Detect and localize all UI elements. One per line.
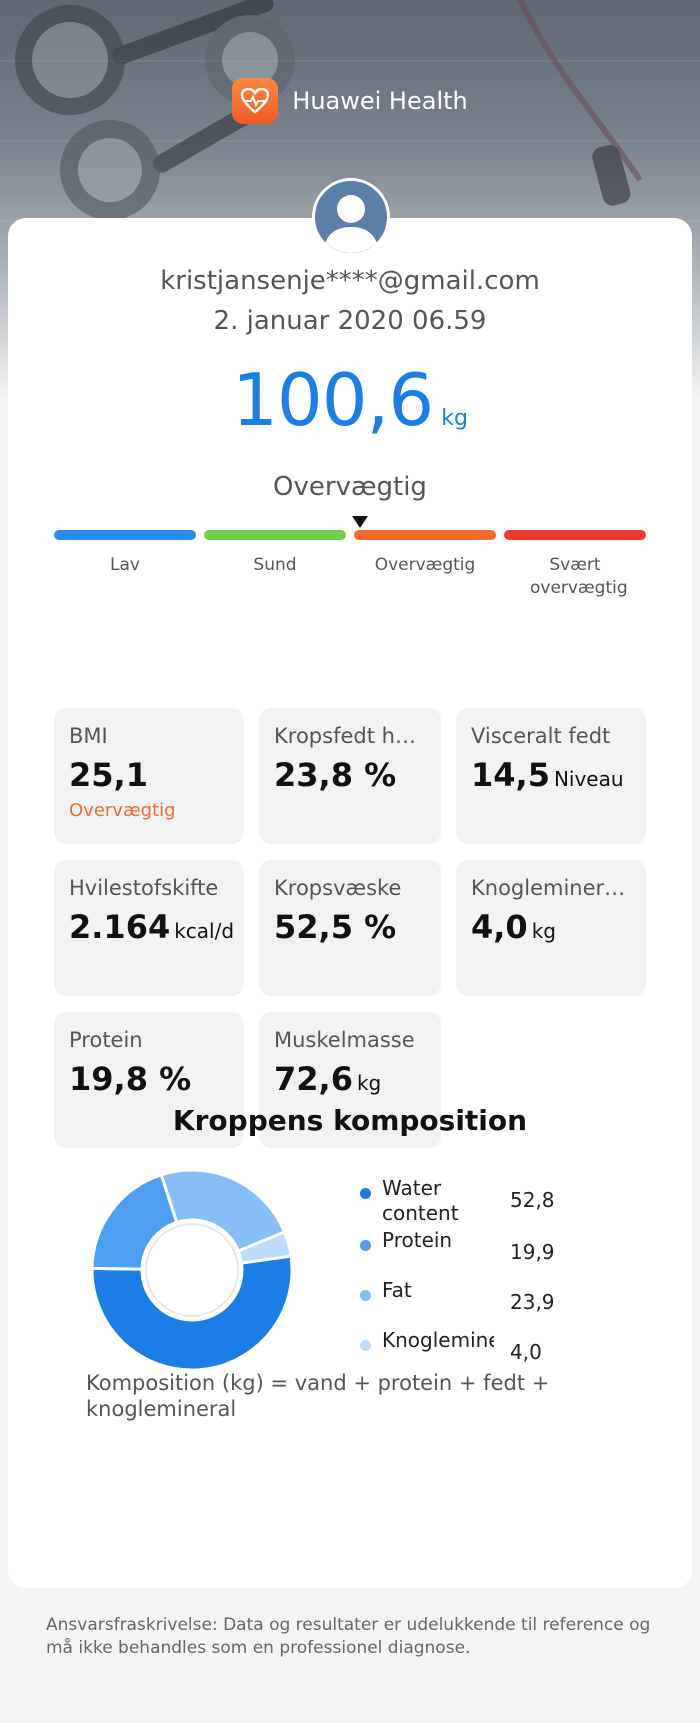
metric-label: BMI <box>69 724 108 748</box>
metric-value: 4,0 <box>471 908 528 946</box>
metric-status: Overvægtig <box>69 800 176 821</box>
legend-item: Water content 52,8 <box>348 1176 598 1226</box>
dumbbell-icon <box>15 0 643 220</box>
metric-label: Knoglemineral... <box>471 876 631 900</box>
weight-display: 100,6 kg <box>8 358 692 442</box>
scale-label: Lav <box>110 555 140 575</box>
composition-donut-chart <box>90 1168 294 1372</box>
scale-segment-healthy <box>204 530 346 540</box>
metric-label: Kropsvæske <box>274 876 402 900</box>
weight-category: Overvægtig <box>273 472 427 502</box>
disclaimer-text: Ansvarsfraskrivelse: Data og resultater … <box>46 1615 651 1658</box>
donut-slice <box>236 1230 293 1265</box>
scale-segment-low <box>54 530 196 540</box>
metric-tile-bmr[interactable]: Hvilestofskifte 2.164 kcal/d <box>54 860 244 996</box>
composition-title: Kroppens komposition <box>172 1104 528 1137</box>
metric-label: Muskelmasse <box>274 1028 415 1052</box>
donut-hole <box>145 1223 239 1317</box>
legend-item: Protein 19,9 <box>348 1228 598 1278</box>
heart-icon <box>232 78 279 124</box>
scale-label: Svært overvægtig <box>530 555 628 598</box>
app-name: Huawei Health <box>292 87 468 115</box>
legend-value: 4,0 <box>510 1340 542 1364</box>
legend-value: 23,9 <box>510 1290 555 1314</box>
donut-slice <box>159 1168 287 1253</box>
bmi-scale: Lav Sund Overvægtig Svært overvægtig <box>54 516 646 610</box>
result-card: kristjansenje****@gmail.com 2. januar 20… <box>8 218 692 1588</box>
metric-value: 52,5 % <box>274 908 397 946</box>
avatar <box>312 178 390 256</box>
metric-value: 25,1 <box>69 756 148 794</box>
metric-unit: Niveau <box>553 767 624 791</box>
metric-value: 14,5 <box>471 756 550 794</box>
legend-item: Knoglemineralindhold 4,0 <box>348 1328 598 1378</box>
composition-formula: Komposition (kg) = vand + protein + fedt… <box>86 1371 550 1421</box>
weight-unit: kg <box>441 406 468 431</box>
app-header: Huawei Health <box>0 78 700 124</box>
user-email: kristjansenje****@gmail.com <box>160 266 540 296</box>
legend-label: Protein <box>382 1228 453 1252</box>
legend-value: 52,8 <box>510 1188 555 1212</box>
legend-item: Fat 23,9 <box>348 1278 598 1328</box>
legend-label: Water content <box>382 1176 459 1225</box>
legend-dot-icon <box>360 1340 371 1351</box>
metric-value: 72,6 <box>274 1060 353 1098</box>
metric-label: Kropsfedt ha... <box>274 724 426 748</box>
metric-label: Visceralt fedt <box>471 724 611 748</box>
metric-tile-visceral-fat[interactable]: Visceralt fedt 14,5 Niveau <box>456 708 646 844</box>
metric-tile-protein[interactable]: Protein 19,8 % <box>54 1012 244 1148</box>
user-icon <box>323 195 379 253</box>
metric-unit: kg <box>356 1071 382 1095</box>
metric-unit: kcal/d <box>174 919 235 943</box>
legend-label: Fat <box>382 1278 412 1302</box>
donut-slice <box>90 1254 294 1372</box>
metric-tile-body-water[interactable]: Kropsvæske 52,5 % <box>259 860 441 996</box>
legend-dot-icon <box>360 1188 371 1199</box>
metric-label: Hvilestofskifte <box>69 876 219 900</box>
metric-unit: kg <box>531 919 556 943</box>
metric-tile-muscle-mass[interactable]: Muskelmasse 72,6 kg <box>259 1012 441 1148</box>
scale-marker-icon <box>352 516 368 528</box>
legend-dot-icon <box>360 1290 371 1301</box>
scale-label: Overvægtig <box>374 555 476 575</box>
weight-value: 100,6 <box>232 358 434 442</box>
scale-label: Sund <box>253 555 297 575</box>
metric-value: 2.164 <box>69 908 171 946</box>
legend-label: Knoglemineralindhold <box>382 1328 494 1352</box>
metric-label: Protein <box>69 1028 143 1052</box>
measurement-datetime: 2. januar 2020 06.59 <box>213 306 487 336</box>
metric-value: 23,8 % <box>274 756 397 794</box>
legend-value: 19,9 <box>510 1240 555 1264</box>
scale-segment-overweight <box>354 530 496 540</box>
metric-tile-body-fat[interactable]: Kropsfedt ha... 23,8 % <box>259 708 441 844</box>
metric-tile-bone-mineral[interactable]: Knoglemineral... 4,0 kg <box>456 860 646 996</box>
metric-value: 19,8 % <box>69 1060 192 1098</box>
metric-tile-bmi[interactable]: BMI 25,1 Overvægtig <box>54 708 244 844</box>
legend-dot-icon <box>360 1240 371 1251</box>
scale-segment-obese <box>504 530 646 540</box>
